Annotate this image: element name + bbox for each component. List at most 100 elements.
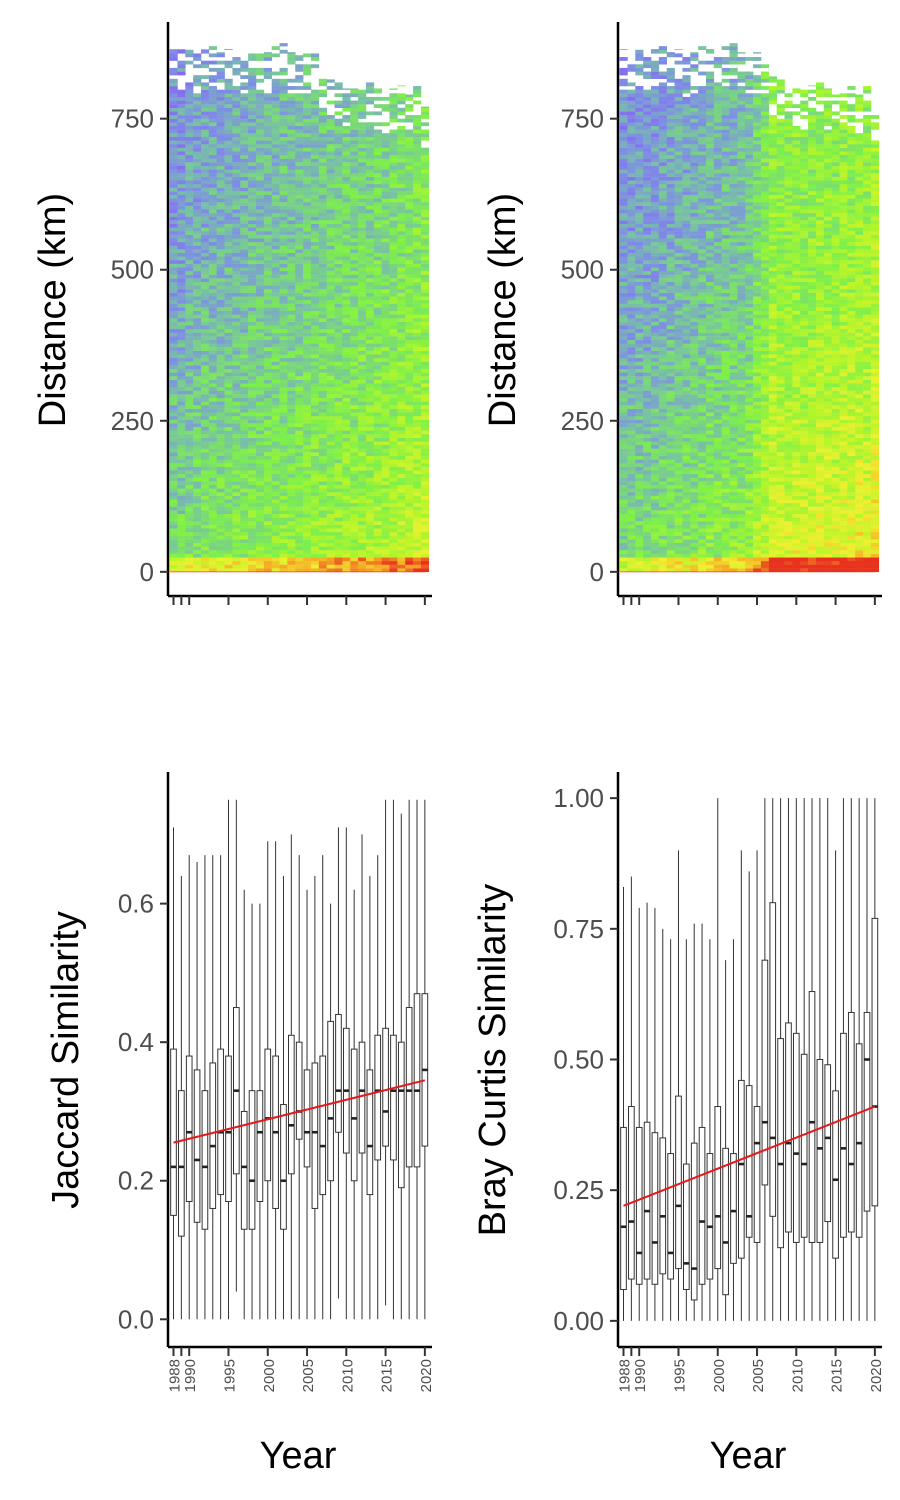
heatmap-cell xyxy=(193,278,202,283)
heatmap-cell xyxy=(318,481,327,486)
heatmap-cell xyxy=(193,194,202,199)
heatmap-cell xyxy=(334,267,343,272)
heatmap-cell xyxy=(619,238,628,243)
heatmap-cell xyxy=(263,444,272,449)
heatmap-cell xyxy=(216,281,225,286)
heatmap-cell xyxy=(240,463,249,467)
heatmap-cell xyxy=(240,405,249,409)
heatmap-cell xyxy=(240,249,249,254)
heatmap-cell xyxy=(240,354,249,359)
heatmap-cell xyxy=(397,517,406,522)
heatmap-cell xyxy=(365,524,375,529)
heatmap-cell xyxy=(310,180,320,185)
heatmap-cell xyxy=(373,506,382,511)
heatmap-cell xyxy=(350,194,359,199)
heatmap-cell xyxy=(193,332,202,337)
heatmap-cell xyxy=(310,64,320,69)
heatmap-cell xyxy=(303,285,312,290)
heatmap-cell xyxy=(248,289,257,293)
heatmap-cell xyxy=(271,383,280,388)
heatmap-cell xyxy=(287,376,296,380)
heatmap-cell xyxy=(643,278,652,283)
heatmap-cell xyxy=(169,223,178,228)
heatmap-cell xyxy=(619,459,628,464)
heatmap-cell xyxy=(185,463,194,467)
heatmap-cell xyxy=(208,100,217,105)
heatmap-cell xyxy=(169,307,178,312)
heatmap-cell xyxy=(208,499,217,504)
heatmap-cell xyxy=(232,216,241,221)
heatmap-cell xyxy=(263,212,272,217)
heatmap-cell xyxy=(303,383,312,388)
heatmap-cell xyxy=(185,347,194,351)
heatmap-cell xyxy=(310,459,320,464)
heatmap-cell xyxy=(240,154,249,159)
heatmap-cell xyxy=(185,390,194,395)
heatmap-cell xyxy=(169,100,178,105)
heatmap-cell xyxy=(310,249,320,254)
heatmap-cell xyxy=(373,517,382,522)
heatmap-cell xyxy=(318,470,327,475)
heatmap-cell xyxy=(420,441,430,446)
heatmap-cell xyxy=(635,307,644,312)
heatmap-cell xyxy=(643,564,652,569)
heatmap-cell xyxy=(350,361,359,366)
heatmap-cell xyxy=(326,285,335,290)
heatmap-cell xyxy=(318,502,327,507)
heatmap-cell xyxy=(358,223,367,228)
heatmap-cell xyxy=(287,245,296,250)
heatmap-cell xyxy=(413,289,422,293)
heatmap-cell xyxy=(405,477,414,482)
heatmap-cell xyxy=(310,212,320,217)
heatmap-cell xyxy=(318,463,327,467)
heatmap-cell xyxy=(397,147,406,152)
heatmap-cell xyxy=(263,136,272,141)
heatmap-cell xyxy=(420,205,430,210)
heatmap-cell xyxy=(224,492,233,496)
heatmap-cell xyxy=(271,347,280,351)
heatmap-cell xyxy=(287,372,296,377)
heatmap-cell xyxy=(365,158,375,163)
heatmap-cell xyxy=(200,125,210,130)
heatmap-cell xyxy=(248,256,257,261)
heatmap-cell xyxy=(279,321,288,326)
heatmap-cell xyxy=(397,180,406,185)
heatmap-cell xyxy=(177,488,186,493)
heatmap-cell xyxy=(397,510,406,515)
heatmap-cell xyxy=(405,539,414,544)
heatmap-cell xyxy=(627,285,636,290)
heatmap-cell xyxy=(358,405,367,409)
heatmap-cell xyxy=(255,383,265,388)
heatmap-cell xyxy=(200,354,210,359)
heatmap-cell xyxy=(389,463,398,467)
heatmap-cell xyxy=(177,162,186,167)
heatmap-cell xyxy=(358,231,367,235)
heatmap-cell xyxy=(287,96,296,101)
heatmap-cell xyxy=(240,524,249,529)
heatmap-cell xyxy=(232,484,241,489)
heatmap-cell xyxy=(169,147,178,152)
heatmap-cell xyxy=(326,129,335,134)
heatmap-cell xyxy=(389,227,398,232)
heatmap-cell xyxy=(326,332,335,337)
heatmap-cell xyxy=(420,129,430,134)
heatmap-cell xyxy=(413,325,422,330)
heatmap-cell xyxy=(326,212,335,217)
heatmap-cell xyxy=(279,267,288,272)
heatmap-cell xyxy=(643,223,652,228)
heatmap-cell xyxy=(405,415,414,420)
heatmap-cell xyxy=(397,502,406,507)
heatmap-cell xyxy=(381,502,390,507)
heatmap-cell xyxy=(255,510,265,515)
heatmap-cell xyxy=(619,401,628,406)
heatmap-cell xyxy=(169,463,178,467)
heatmap-cell xyxy=(200,426,210,431)
heatmap-cell xyxy=(318,513,327,518)
heatmap-cell xyxy=(373,318,382,322)
heatmap-cell xyxy=(318,448,327,453)
heatmap-cell xyxy=(279,260,288,264)
heatmap-cell xyxy=(326,220,335,225)
heatmap-cell xyxy=(326,470,335,475)
heatmap-cell xyxy=(350,517,359,522)
heatmap-cell xyxy=(248,202,257,206)
